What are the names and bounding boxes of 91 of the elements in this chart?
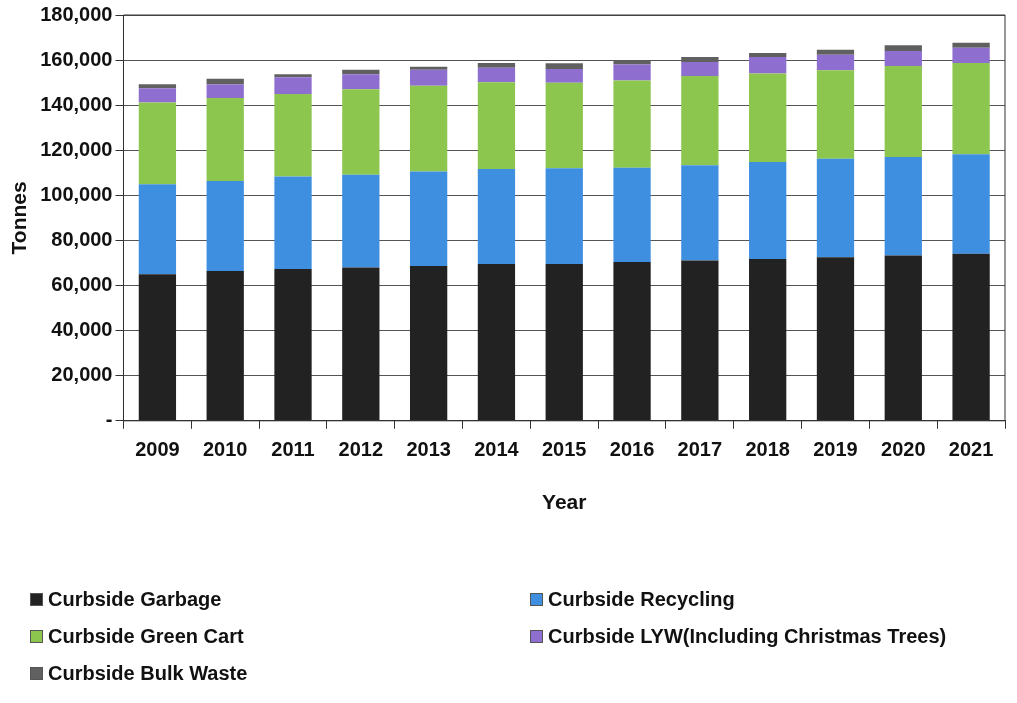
legend-label: Curbside Green Cart [47,625,245,648]
bar [409,69,448,86]
x-tick-label: 2019 [813,438,858,461]
bar [884,45,922,52]
x-tick-label: 2010 [202,438,248,461]
x-tick-label: 2012 [338,438,384,461]
bar [409,85,448,172]
bar [206,180,244,271]
y-tick-label: 100,000 [40,182,113,205]
bar [477,82,516,169]
bar [274,77,312,94]
bar [681,260,719,421]
legend-label: Curbside LYW(Including Christmas Trees) [547,625,948,648]
bar [545,264,583,421]
bar [477,168,516,265]
y-tick-label: 120,000 [40,137,113,160]
x-tick-label: 2011 [271,438,315,461]
legend-label: Curbside Garbage [47,588,223,611]
bar [545,68,583,83]
x-tick-label: 2015 [542,438,587,461]
bar [545,82,583,169]
bar [816,158,855,258]
bar [342,89,380,175]
y-tick-label: 60,000 [51,273,113,296]
y-tick-label: 80,000 [51,227,113,250]
x-tick-label: 2009 [135,438,180,461]
x-tick-label: 2017 [677,438,723,461]
bar [952,63,990,155]
bar [952,154,990,254]
bar [681,76,719,166]
bar [274,269,312,421]
y-tick-label: - [105,408,113,431]
bar [138,84,177,89]
bar [749,258,787,421]
x-tick-label: 2018 [745,438,790,461]
y-tick-label: 160,000 [40,47,113,70]
bar [477,264,516,421]
x-tick-label: 2013 [406,438,451,461]
bar [409,265,448,421]
bar [749,52,787,57]
y-tick-label: 140,000 [40,92,113,115]
x-tick-label: 2021 [948,438,994,461]
y-tick-label: 40,000 [51,318,113,341]
x-tick-label: 2014 [474,438,520,461]
bar [477,63,516,68]
bar [613,80,651,168]
bar [545,168,583,265]
bar [952,47,990,64]
bar [884,255,922,421]
bar [952,42,990,48]
bar [681,61,719,77]
bar [816,49,855,55]
bar [816,70,855,159]
bar [952,253,990,421]
bar [613,64,651,81]
bar [274,74,312,78]
bar [138,102,177,185]
bar [749,73,787,162]
bar [206,97,244,181]
x-axis-title: Year [542,490,587,514]
bar [884,51,922,66]
y-axis-title: Tonnes [7,181,31,255]
bar [613,167,651,263]
bar [206,84,244,98]
x-tick-label: 2020 [881,438,926,461]
y-tick-label: 20,000 [51,363,113,386]
bar [884,65,922,158]
bar [342,174,380,268]
bar [749,56,787,74]
bar [409,66,448,70]
bar [409,171,448,266]
bar [206,270,244,421]
bar [884,157,922,256]
legend-label: Curbside Recycling [547,588,736,611]
bar [816,54,855,71]
bar [477,67,516,83]
bar [545,63,583,69]
bar [138,274,177,421]
legend-label: Curbside Bulk Waste [47,662,249,685]
bar [138,88,177,103]
x-tick-label: 2016 [609,438,655,461]
bar [274,176,312,270]
bar [816,257,855,421]
bar [342,267,380,421]
bar [681,165,719,261]
bar [138,184,177,275]
bar [274,93,312,177]
y-tick-label: 180,000 [40,2,113,25]
bar [613,262,651,421]
bar [749,161,787,259]
bar [342,74,380,90]
